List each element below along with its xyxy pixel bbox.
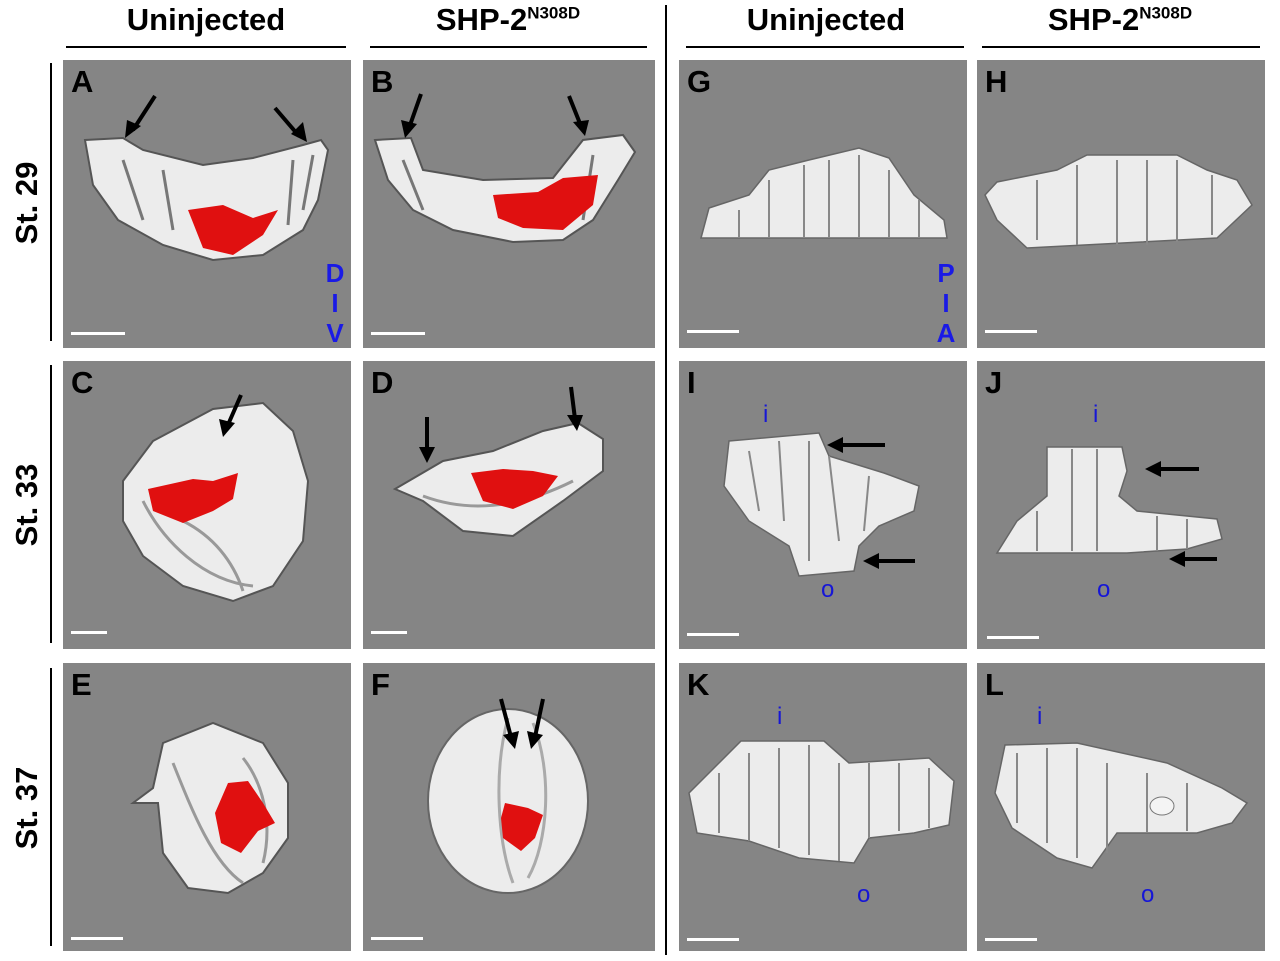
scale-bar <box>985 330 1037 333</box>
panel-d: D <box>363 361 655 649</box>
panel-letter: D <box>371 365 394 400</box>
scale-bar <box>71 332 125 335</box>
row-label-st37: St. 37 <box>9 766 44 850</box>
render-h <box>984 154 1253 249</box>
panel-letter: B <box>371 64 394 99</box>
scale-bar <box>687 633 739 636</box>
scale-bar <box>371 631 407 634</box>
panel-letter: H <box>985 64 1008 99</box>
panel-l: L i o <box>977 663 1265 951</box>
panel-letter: F <box>371 667 390 702</box>
outer-label: o <box>1097 576 1111 603</box>
scale-bar <box>687 938 739 941</box>
center-divider <box>665 5 667 955</box>
scale-bar <box>71 937 123 940</box>
panel-e: E <box>63 663 351 951</box>
scale-bar <box>985 938 1037 941</box>
scale-bar <box>687 330 739 333</box>
header-rule <box>982 46 1260 48</box>
inner-label: i <box>763 401 769 428</box>
header-uninjected-left: Uninjected <box>126 2 286 37</box>
panel-letter: E <box>71 667 92 702</box>
panel-k: K i o <box>679 663 967 951</box>
render-f <box>427 698 589 894</box>
panel-letter: C <box>71 365 94 400</box>
panel-j: J i o <box>977 361 1265 649</box>
scale-bar <box>71 631 107 634</box>
panel-i: I i o <box>679 361 967 649</box>
render-l <box>994 742 1249 869</box>
scale-bar <box>987 636 1039 639</box>
render-c <box>122 394 310 603</box>
scale-bar <box>371 937 423 940</box>
outer-label: o <box>821 576 835 603</box>
render-g <box>700 147 948 239</box>
panel-c: C <box>63 361 351 649</box>
render-j <box>995 446 1223 567</box>
panel-f: F <box>363 663 655 951</box>
render-a <box>83 94 330 262</box>
row-rule <box>50 63 52 341</box>
inner-label: i <box>1037 703 1043 730</box>
panel-letter: J <box>985 365 1003 400</box>
render-i <box>723 432 920 577</box>
panel-letter: K <box>687 667 710 702</box>
panel-letter: L <box>985 667 1004 702</box>
header-rule <box>686 46 964 48</box>
render-d <box>392 386 604 538</box>
inner-label: i <box>1093 401 1099 428</box>
inner-label: i <box>777 703 783 730</box>
panel-letter: I <box>687 365 696 400</box>
header-shp2-right: SHP-2N308D <box>1047 2 1193 37</box>
row-rule <box>50 365 52 643</box>
row-label-st29: St. 29 <box>9 161 44 245</box>
panel-letter: A <box>71 64 94 99</box>
header-uninjected-right: Uninjected <box>746 2 906 37</box>
header-shp2-left: SHP-2N308D <box>435 2 581 37</box>
panel-h: H <box>977 60 1265 348</box>
scale-bar <box>371 332 425 335</box>
render-b <box>373 93 637 244</box>
render-k <box>688 740 955 864</box>
row-rule <box>50 668 52 946</box>
panel-letter: G <box>687 64 712 99</box>
outer-label: o <box>1141 881 1155 908</box>
header-rule <box>370 46 647 48</box>
panel-b: B <box>363 60 655 348</box>
render-e <box>130 721 289 895</box>
outer-label: o <box>857 881 871 908</box>
header-rule <box>66 46 346 48</box>
row-label-st33: St. 33 <box>9 463 44 547</box>
